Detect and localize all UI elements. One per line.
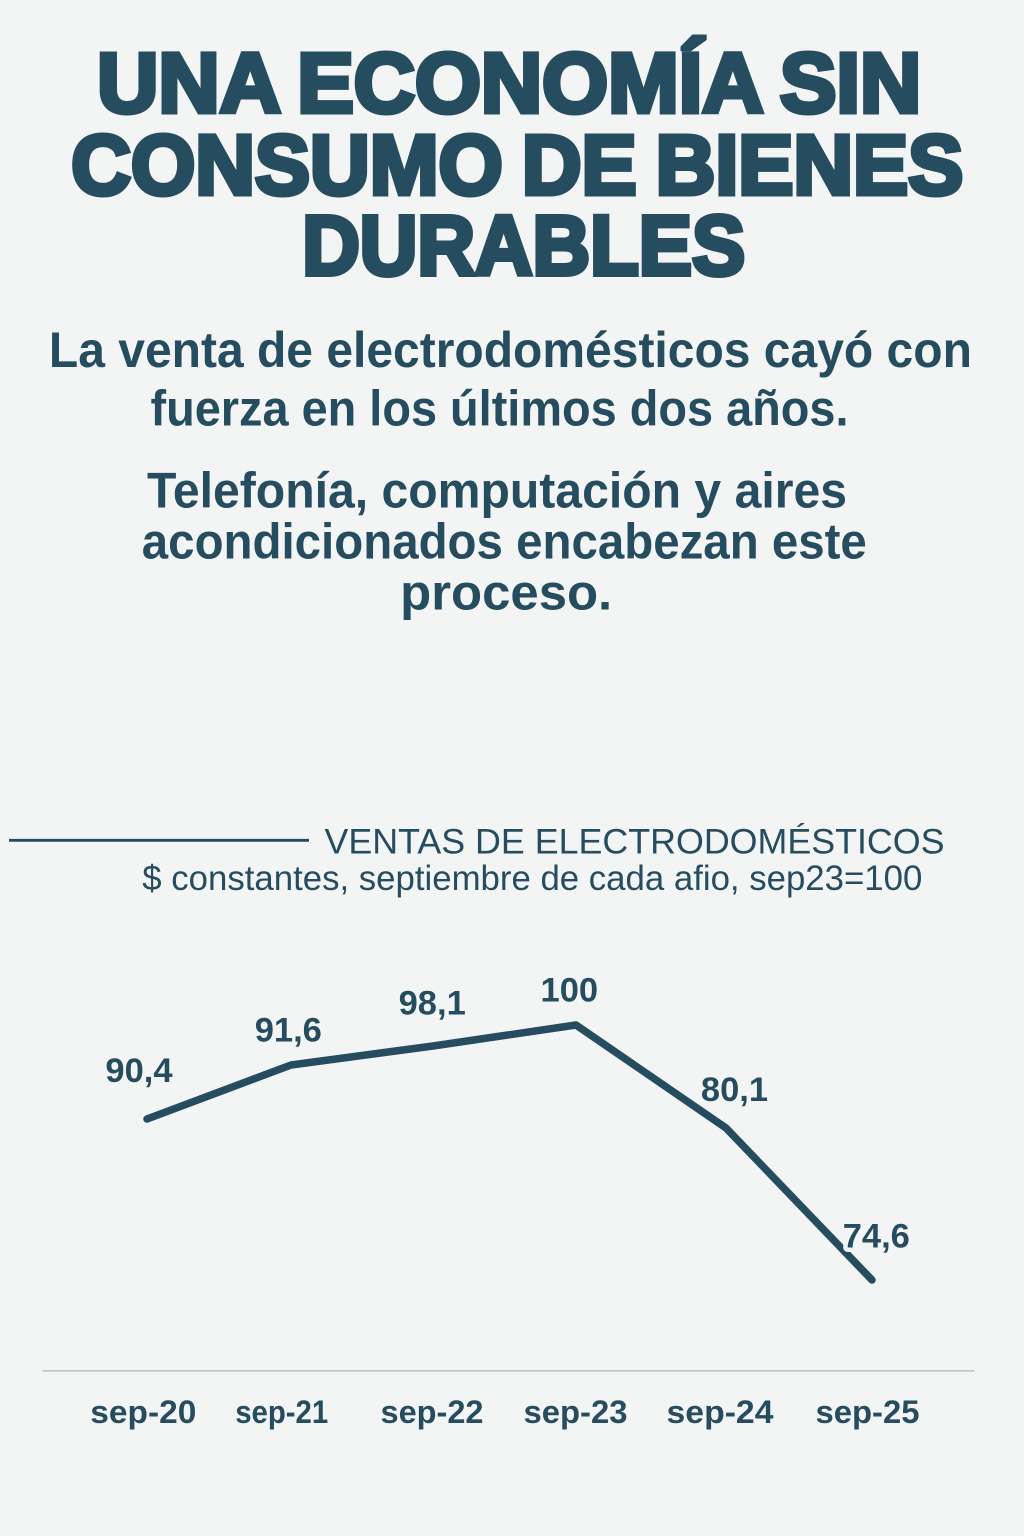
svg-text:100: 100 bbox=[541, 972, 599, 1010]
svg-text:sep-25: sep-25 bbox=[816, 1394, 920, 1430]
svg-text:sep-22: sep-22 bbox=[381, 1394, 484, 1430]
svg-text:90,4: 90,4 bbox=[105, 1052, 172, 1090]
svg-text:Telefonía, computación y aires: Telefonía, computación y aires bbox=[147, 463, 847, 519]
svg-text:acondicionados encabezan este: acondicionados encabezan este bbox=[142, 514, 867, 570]
svg-text:80,1: 80,1 bbox=[701, 1071, 768, 1109]
svg-text:DURABLES: DURABLES bbox=[302, 198, 745, 292]
svg-text:sep-24: sep-24 bbox=[667, 1394, 774, 1430]
svg-text:$ constantes, septiembre de ca: $ constantes, septiembre de cada afio, s… bbox=[142, 859, 922, 898]
svg-text:sep-20: sep-20 bbox=[90, 1394, 196, 1430]
svg-text:UNA ECONOMÍA SIN: UNA ECONOMÍA SIN bbox=[97, 36, 921, 130]
svg-text:91,6: 91,6 bbox=[255, 1011, 322, 1049]
svg-text:CONSUMO DE BIENES: CONSUMO DE BIENES bbox=[71, 118, 963, 212]
svg-text:proceso.: proceso. bbox=[400, 565, 612, 621]
svg-text:98,1: 98,1 bbox=[399, 985, 466, 1023]
svg-text:sep-23: sep-23 bbox=[524, 1394, 628, 1430]
svg-text:sep-21: sep-21 bbox=[235, 1394, 328, 1430]
svg-text:VENTAS DE ELECTRODOMÉSTICOS: VENTAS DE ELECTRODOMÉSTICOS bbox=[325, 823, 945, 862]
svg-text:fuerza en los últimos dos años: fuerza en los últimos dos años. bbox=[151, 380, 849, 436]
svg-text:74,6: 74,6 bbox=[843, 1218, 910, 1256]
svg-text:La venta de electrodomésticos: La venta de electrodomésticos cayó con bbox=[49, 322, 972, 378]
